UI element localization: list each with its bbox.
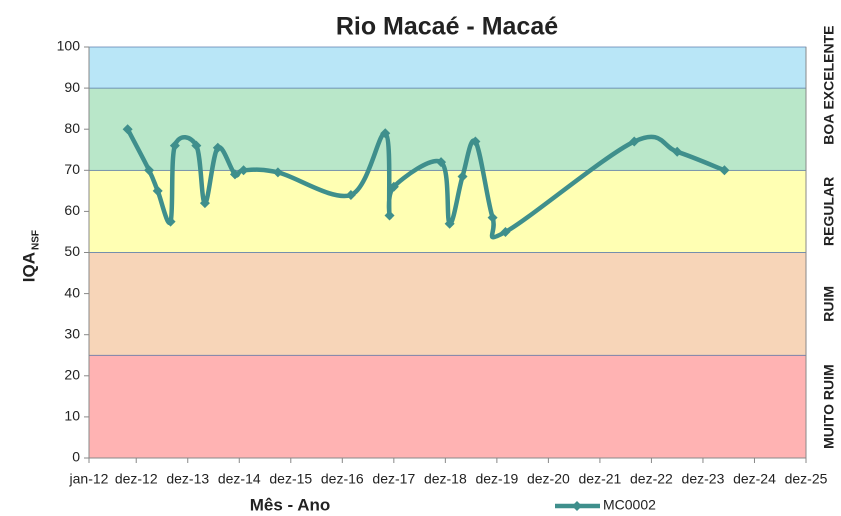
y-tick-label: 30: [64, 325, 80, 341]
x-tick-label: dez-13: [166, 471, 209, 487]
x-axis-label: Mês - Ano: [250, 495, 331, 514]
y-tick-label: 40: [64, 284, 80, 300]
point: [444, 218, 455, 229]
band: [88, 46, 807, 89]
point: [199, 198, 210, 209]
x-tick-label: dez-12: [115, 471, 158, 487]
x-tick-label: dez-16: [321, 471, 364, 487]
x-tick-label: dez-15: [269, 471, 312, 487]
point: [388, 181, 399, 192]
point: [122, 124, 133, 135]
y-axis-label-sub: NSF: [31, 230, 42, 250]
y-tick-label: 80: [64, 120, 80, 136]
point: [191, 140, 202, 151]
point: [272, 167, 283, 178]
point: [500, 226, 511, 237]
point: [229, 169, 240, 180]
band: [88, 252, 807, 356]
point: [144, 165, 155, 176]
x-tick-label: dez-24: [733, 471, 776, 487]
point: [169, 140, 180, 151]
band-label: EXCELENTE: [821, 26, 837, 110]
y-axis-label-group: IQA NSF: [19, 230, 41, 282]
legend-marker: [572, 501, 582, 511]
y-tick-label: 100: [57, 38, 81, 54]
band-label: REGULAR: [821, 177, 837, 246]
band: [88, 354, 807, 459]
x-tick-label: dez-25: [785, 471, 828, 487]
point: [470, 136, 481, 147]
x-tick-label: dez-19: [475, 471, 518, 487]
x-tick-label: dez-14: [218, 471, 261, 487]
y-tick-label: 60: [64, 202, 80, 218]
y-tick-label: 70: [64, 161, 80, 177]
point: [238, 165, 249, 176]
x-tick-label: dez-23: [682, 471, 725, 487]
y-tick-label: 90: [64, 79, 80, 95]
y-tick-label: 50: [64, 243, 80, 259]
band-label: BOA: [821, 114, 837, 145]
y-tick-label: 20: [64, 367, 80, 383]
x-tick-label: dez-17: [372, 471, 415, 487]
x-tick-label: dez-22: [630, 471, 673, 487]
x-tick-label: jan-12: [69, 471, 109, 487]
point: [672, 146, 683, 157]
y-tick-label: 10: [64, 408, 80, 424]
band-label: MUITO RUIM: [821, 364, 837, 449]
point: [165, 216, 176, 227]
x-tick-label: dez-20: [527, 471, 570, 487]
point: [457, 171, 468, 182]
point: [345, 189, 356, 200]
point: [380, 128, 391, 139]
band-label: RUIM: [821, 286, 837, 322]
y-axis-label: IQA: [19, 252, 38, 282]
chart-title: Rio Macaé - Macaé: [336, 13, 558, 41]
point: [436, 157, 447, 168]
point: [487, 212, 498, 223]
point: [384, 210, 395, 221]
point: [152, 185, 163, 196]
point: [719, 165, 730, 176]
point: [629, 136, 640, 147]
x-tick-label: dez-18: [424, 471, 467, 487]
x-tick-label: dez-21: [579, 471, 622, 487]
legend-label: MC0002: [603, 497, 656, 513]
y-tick-label: 0: [72, 449, 80, 465]
point: [212, 142, 223, 153]
